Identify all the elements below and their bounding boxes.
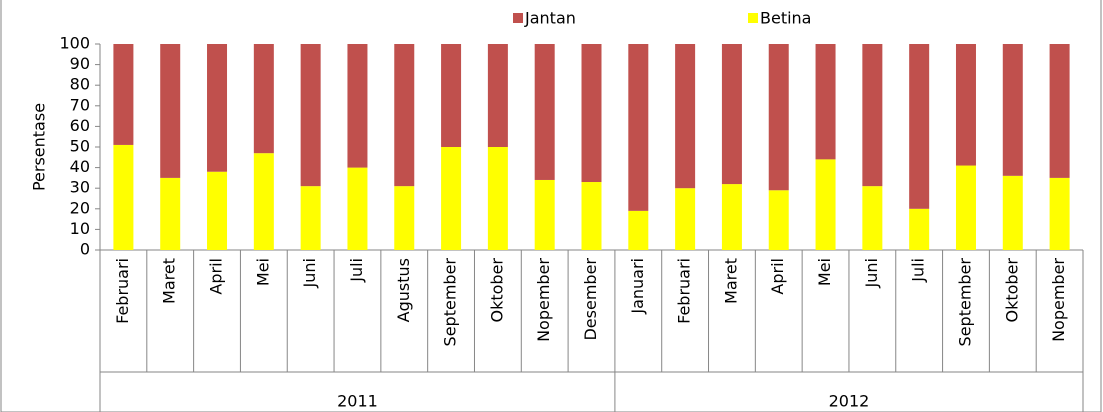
x-tick-label: Mei <box>253 258 272 286</box>
bar-segment <box>768 44 789 191</box>
bar-segment <box>675 44 696 189</box>
bar-segment <box>721 184 742 250</box>
x-tick-label: Juni <box>862 258 881 288</box>
legend-swatch <box>513 13 523 23</box>
x-tick-label: Desember <box>581 258 600 341</box>
legend-label: Betina <box>760 9 811 28</box>
y-axis-label: Persentase <box>30 103 49 191</box>
y-tick-label: 60 <box>70 116 90 135</box>
x-tick-label: Februari <box>675 258 694 324</box>
bar-segment <box>207 171 228 250</box>
bar-segment <box>1002 175 1023 250</box>
bar-segment <box>347 44 368 168</box>
bar-segment <box>441 147 462 250</box>
group-label: 2012 <box>829 392 870 411</box>
group-label: 2011 <box>337 392 378 411</box>
bar-segment <box>628 44 649 211</box>
bar-segment <box>253 44 274 154</box>
y-tick-label: 100 <box>59 34 90 53</box>
bar-segment <box>955 44 976 166</box>
x-tick-label: Nopember <box>534 258 553 342</box>
bar-segment <box>675 188 696 250</box>
bar-segment <box>581 44 602 183</box>
bar-segment <box>300 186 321 250</box>
x-tick-label: Juni <box>300 258 319 288</box>
x-tick-label: Februari <box>113 258 132 324</box>
y-tick-label: 10 <box>70 219 90 238</box>
bar-segment <box>253 153 274 250</box>
bar-segment <box>815 159 836 250</box>
bar-segment <box>113 44 134 145</box>
bar-segment <box>534 179 555 250</box>
y-tick-label: 20 <box>70 198 90 217</box>
bar-segment <box>394 44 415 187</box>
bar-segment <box>300 44 321 187</box>
x-tick-label: Juli <box>347 258 366 283</box>
x-tick-label: Maret <box>160 258 179 304</box>
bar-segment <box>394 186 415 250</box>
bar-segment <box>862 186 883 250</box>
bar-segment <box>862 44 883 187</box>
y-tick-label: 40 <box>70 157 90 176</box>
y-tick-label: 50 <box>70 137 90 156</box>
x-tick-label: Agustus <box>394 258 413 322</box>
bar-segment <box>441 44 462 147</box>
x-tick-label: Maret <box>721 258 740 304</box>
x-tick-label: April <box>207 258 226 295</box>
bar-segment <box>160 44 181 178</box>
bar-segment <box>113 144 134 250</box>
bar-segment <box>207 44 228 172</box>
bar-segment <box>1049 177 1070 250</box>
y-tick-label: 90 <box>70 54 90 73</box>
x-tick-label: Oktober <box>1002 258 1021 323</box>
bar-segment <box>1049 44 1070 178</box>
legend-swatch <box>748 13 758 23</box>
y-tick-label: 30 <box>70 178 90 197</box>
bar-segment <box>347 167 368 250</box>
x-tick-label: Juli <box>909 258 928 283</box>
y-tick-label: 70 <box>70 95 90 114</box>
bar-segment <box>534 44 555 180</box>
x-tick-label: Nopember <box>1049 258 1068 342</box>
x-tick-label: Januari <box>628 258 647 315</box>
bar-segment <box>160 177 181 250</box>
y-tick-label: 0 <box>80 240 90 259</box>
x-tick-label: Mei <box>815 258 834 286</box>
bar-segment <box>955 165 976 250</box>
bar-segment <box>628 210 649 250</box>
bar-segment <box>815 44 836 160</box>
bar-segment <box>581 182 602 250</box>
bar-segment <box>1002 44 1023 176</box>
x-tick-label: September <box>441 258 460 347</box>
bar-segment <box>721 44 742 185</box>
y-tick-label: 80 <box>70 75 90 94</box>
x-tick-label: September <box>955 258 974 347</box>
x-tick-label: April <box>768 258 787 295</box>
x-tick-label: Oktober <box>487 258 506 323</box>
legend-label: Jantan <box>524 9 576 28</box>
bar-segment <box>487 147 508 250</box>
bar-segment <box>909 208 930 250</box>
bar-segment <box>768 190 789 250</box>
bar-segment <box>909 44 930 209</box>
bar-segment <box>487 44 508 147</box>
